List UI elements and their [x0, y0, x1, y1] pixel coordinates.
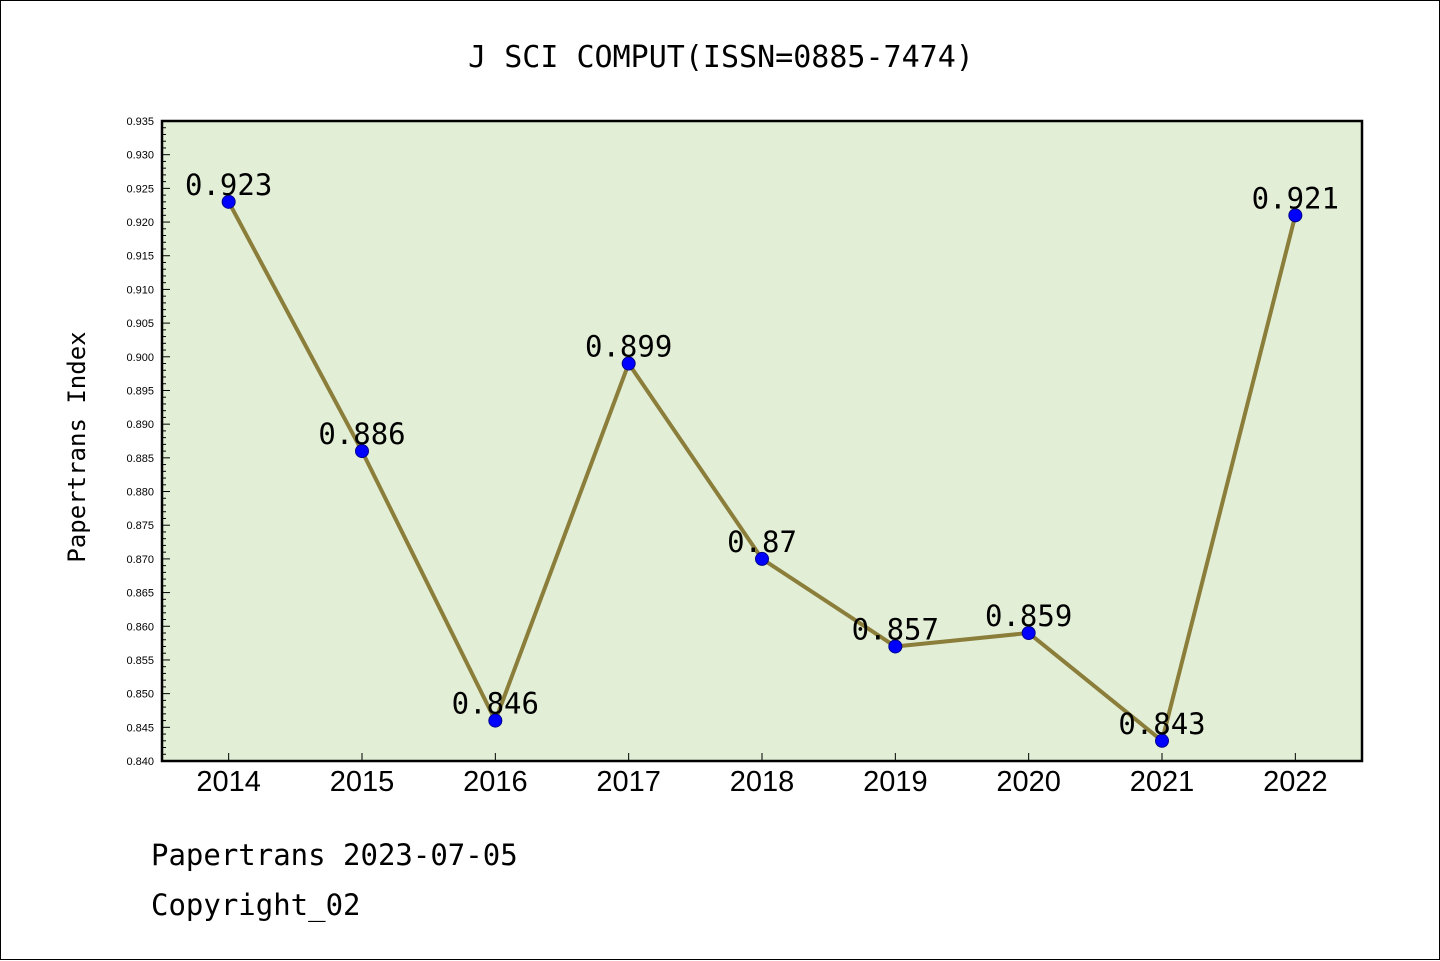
footer-copyright: Copyright_02	[151, 888, 361, 923]
y-axis-ticks: 0.840 0.845 0.850 0.855 0.860 0.865 0.870 0.875…	[126, 116, 170, 768]
y-tick-label: 0.840	[126, 756, 154, 768]
data-label-2017: 0.899	[585, 330, 672, 364]
y-tick-label: 0.865	[126, 588, 154, 600]
y-tick-label: 0.900	[126, 352, 154, 364]
data-label-2022: 0.921	[1252, 181, 1339, 215]
x-tick-label: 2021	[1130, 766, 1195, 798]
x-tick-label: 2017	[596, 766, 661, 798]
x-tick-label: 2022	[1263, 766, 1328, 798]
y-tick-label: 0.850	[126, 689, 154, 701]
x-tick-label: 2018	[730, 766, 795, 798]
data-point-2022	[1288, 208, 1303, 223]
y-tick-label: 0.915	[126, 251, 154, 263]
x-tick-label: 2016	[463, 766, 528, 798]
plot-border	[160, 119, 1364, 763]
x-axis-ticks: 2014 2015 2016 2017 2018 2019 2020 2021 2022	[196, 753, 1328, 798]
data-label-2018: 0.87	[727, 525, 797, 559]
y-tick-label: 0.860	[126, 621, 154, 633]
x-tick-label: 2015	[330, 766, 395, 798]
data-point-2019	[888, 639, 903, 654]
data-point-2017	[621, 356, 636, 371]
x-tick-label: 2019	[863, 766, 928, 798]
series-group: 0.923 0.886 0.846 0.899 0.87 0.857 0.859 0.843 0…	[185, 168, 1339, 748]
plot-area	[162, 121, 1362, 761]
y-tick-label: 0.880	[126, 487, 154, 499]
chart-title: J SCI COMPUT(ISSN=0885-7474)	[468, 40, 974, 75]
y-tick-label: 0.890	[126, 419, 154, 431]
data-label-2016: 0.846	[452, 687, 539, 721]
data-point-2014	[221, 194, 236, 209]
data-label-2020: 0.859	[985, 599, 1072, 633]
y-tick-label: 0.870	[126, 554, 154, 566]
y-tick-label: 0.845	[126, 722, 154, 734]
y-tick-label: 0.895	[126, 385, 154, 397]
y-tick-label: 0.930	[126, 150, 154, 162]
data-point-2016	[488, 713, 503, 728]
data-point-2020	[1021, 626, 1036, 640]
footer-date: Papertrans 2023-07-05	[151, 838, 518, 872]
data-point-2021	[1155, 733, 1169, 748]
y-tick-label: 0.935	[126, 116, 154, 128]
y-axis-label: Papertrans Index	[63, 331, 91, 562]
y-tick-label: 0.920	[126, 217, 154, 229]
data-label-2021: 0.843	[1118, 707, 1205, 741]
data-label-2015: 0.886	[318, 417, 405, 451]
data-label-2014: 0.923	[185, 168, 272, 202]
y-tick-label: 0.855	[126, 655, 154, 667]
data-label-2019: 0.857	[852, 612, 939, 646]
x-tick-label: 2014	[196, 766, 261, 798]
y-tick-label: 0.905	[126, 318, 154, 330]
y-tick-label: 0.910	[126, 284, 154, 296]
data-point-2015	[355, 444, 369, 459]
y-tick-label: 0.875	[126, 520, 154, 532]
data-point-2018	[755, 551, 769, 566]
y-tick-label: 0.885	[126, 453, 154, 465]
x-tick-label: 2020	[996, 766, 1061, 798]
y-tick-label: 0.925	[126, 183, 154, 195]
